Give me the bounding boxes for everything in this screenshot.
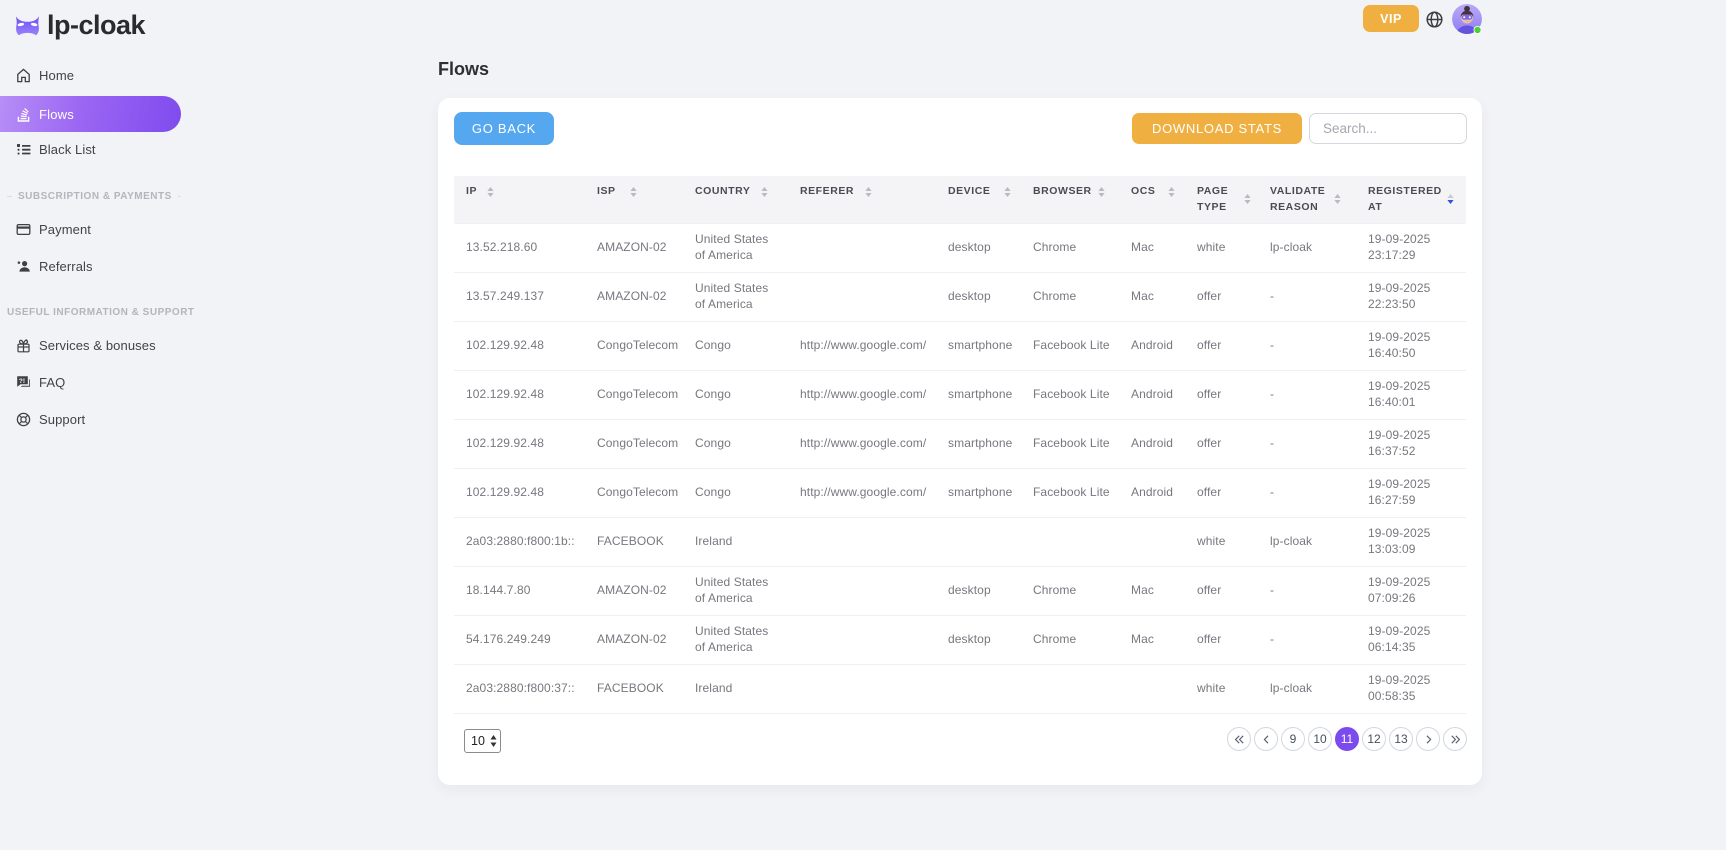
svg-text:?!: ?! xyxy=(19,378,25,385)
